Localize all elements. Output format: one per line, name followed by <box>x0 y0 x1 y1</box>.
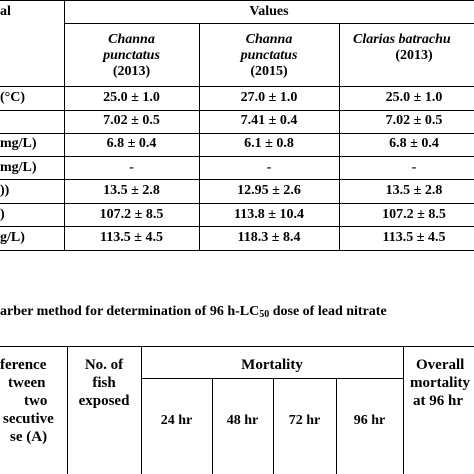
row-3-value-1: 6.8 ± 0.4 <box>106 136 157 151</box>
row-5-label: )) <box>0 183 10 198</box>
row-3-value-2: 6.1 ± 0.8 <box>244 136 294 151</box>
hour-96-header: 96 hr <box>353 413 386 428</box>
difference-header-line-1: ference <box>0 357 47 373</box>
row-2-value-2: 7.41 ± 0.4 <box>240 113 298 128</box>
rule <box>0 86 474 87</box>
rule <box>0 110 474 111</box>
row-3-label: mg/L) <box>0 136 37 151</box>
rule <box>336 378 337 474</box>
rule <box>0 226 474 227</box>
hour-48-header: 48 hr <box>226 413 259 428</box>
overall-header-line-1: Overall <box>416 357 465 373</box>
mortality-header: Mortality <box>241 357 303 373</box>
overall-header-line-3: at 96 hr <box>413 393 463 409</box>
rule <box>0 250 474 251</box>
rule <box>273 378 274 474</box>
column-3-species: Clarias batrachu <box>353 32 451 47</box>
row-4-value-1: - <box>129 160 134 175</box>
row-7-value-3: 113.5 ± 4.5 <box>382 230 446 245</box>
row-5-value-2: 12.95 ± 2.6 <box>237 183 301 198</box>
rule <box>0 156 474 157</box>
rule <box>199 23 200 251</box>
parameter-header-fragment: al <box>0 4 11 19</box>
rule <box>0 346 474 347</box>
values-header: Values <box>249 4 289 19</box>
rule <box>64 0 65 251</box>
rule <box>0 179 474 180</box>
caption-subscript: 50 <box>259 309 270 320</box>
row-4-value-3: - <box>411 160 417 175</box>
fish-header-line-2: fish <box>92 375 116 391</box>
rule <box>64 23 474 24</box>
column-3-year: (2013) <box>395 48 433 63</box>
row-6-label: ) <box>0 207 5 222</box>
row-5-value-1: 13.5 ± 2.8 <box>103 183 160 198</box>
row-1-value-3: 25.0 ± 1.0 <box>385 90 443 105</box>
row-1-value-1: 25.0 ± 1.0 <box>103 90 160 105</box>
row-2-value-1: 7.02 ± 0.5 <box>103 113 160 128</box>
table-2-caption: arber method for determination of 96 h-L… <box>0 304 387 320</box>
row-2-value-3: 7.02 ± 0.5 <box>385 113 443 128</box>
rule <box>212 378 213 474</box>
row-1-label: (°C) <box>0 90 26 105</box>
rule <box>67 346 68 474</box>
hour-72-header: 72 hr <box>288 413 321 428</box>
row-1-value-2: 27.0 ± 1.0 <box>240 90 298 105</box>
column-2-year: (2015) <box>250 64 288 79</box>
column-1-species-2: punctatus <box>103 48 160 63</box>
rule <box>339 23 340 251</box>
hour-24-header: 24 hr <box>160 413 193 428</box>
row-7-value-1: 113.5 ± 4.5 <box>100 230 163 245</box>
rule <box>0 0 474 1</box>
rule <box>141 346 142 474</box>
caption-text-before: arber method for determination of 96 h-L… <box>0 304 260 319</box>
column-1-year: (2013) <box>112 64 151 79</box>
rule <box>0 203 474 204</box>
row-5-value-3: 13.5 ± 2.8 <box>385 183 443 198</box>
difference-header-line-5: se (A) <box>10 429 48 445</box>
row-7-label: g/L) <box>0 230 25 245</box>
column-1-species: Channa <box>108 32 155 47</box>
caption-text-after: dose of lead nitrate <box>269 304 387 319</box>
row-3-value-3: 6.8 ± 0.4 <box>389 136 439 151</box>
row-6-value-1: 107.2 ± 8.5 <box>99 207 164 222</box>
column-2-species: Channa <box>245 32 293 47</box>
rule <box>0 133 474 134</box>
overall-header-line-2: mortality <box>410 375 470 391</box>
row-6-value-2: 113.8 ± 10.4 <box>234 207 304 222</box>
column-2-species-2: punctatus <box>240 48 298 63</box>
difference-header-line-4: secutive <box>3 411 54 427</box>
fish-header-line-1: No. of <box>84 357 124 373</box>
fish-header-line-3: exposed <box>78 393 130 409</box>
difference-header-line-2: tween <box>8 375 46 391</box>
rule <box>403 346 404 474</box>
row-6-value-3: 107.2 ± 8.5 <box>382 207 446 222</box>
rule <box>141 378 403 379</box>
row-4-label: mg/L) <box>0 160 37 175</box>
row-4-value-2: - <box>266 160 272 175</box>
difference-header-line-3: two <box>24 393 48 409</box>
row-7-value-2: 118.3 ± 8.4 <box>237 230 301 245</box>
